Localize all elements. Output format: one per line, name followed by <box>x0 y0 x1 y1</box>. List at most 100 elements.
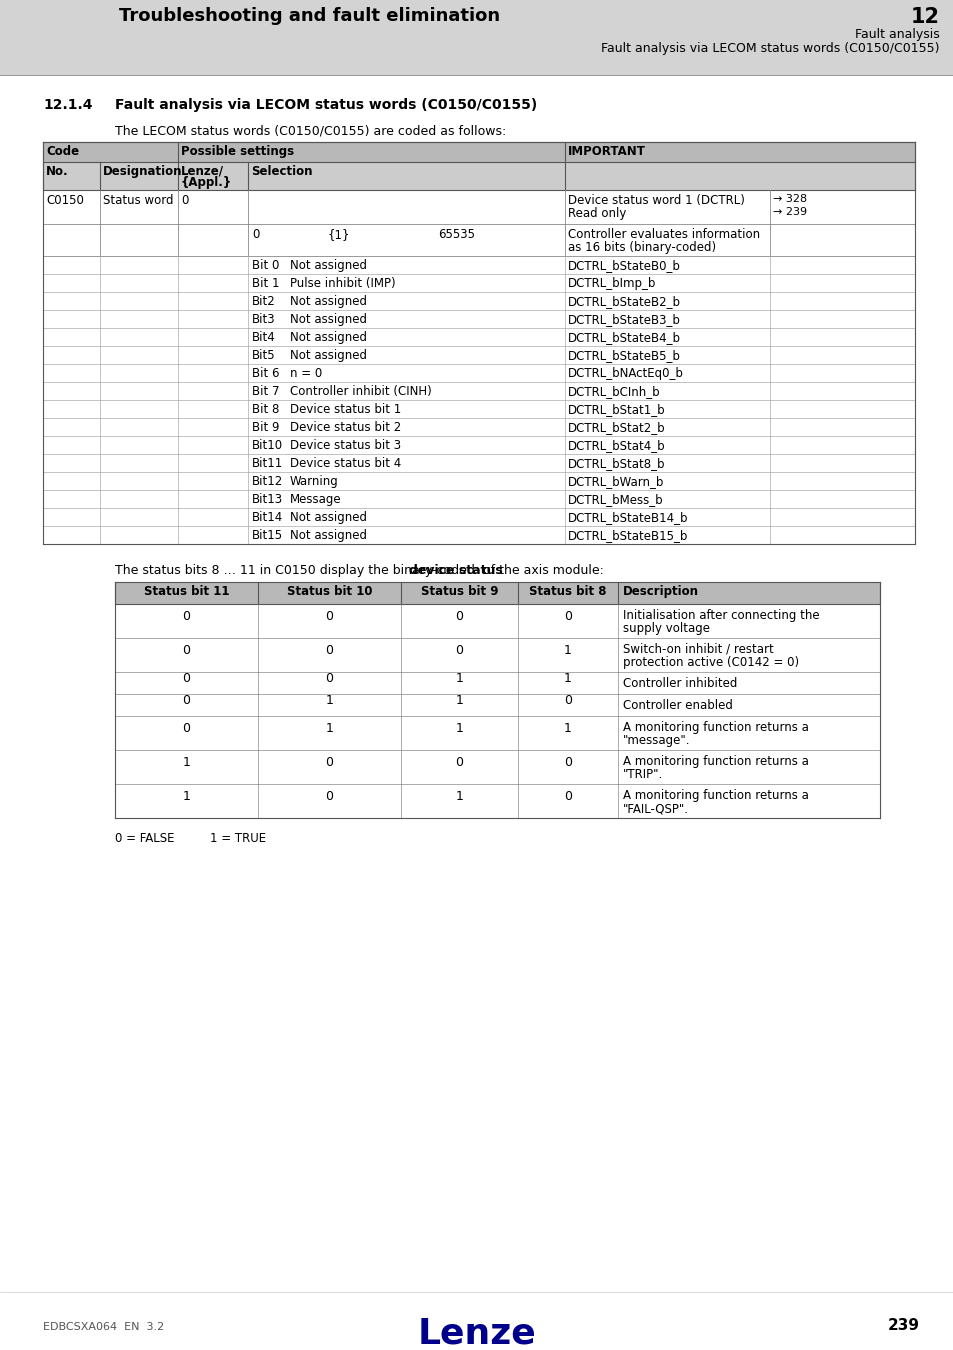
Text: "FAIL-QSP".: "FAIL-QSP". <box>622 802 688 815</box>
Text: 0: 0 <box>252 228 259 242</box>
Text: DCTRL_bStat1_b: DCTRL_bStat1_b <box>567 404 665 416</box>
Text: DCTRL_bStateB14_b: DCTRL_bStateB14_b <box>567 512 688 524</box>
Text: Initialisation after connecting the: Initialisation after connecting the <box>622 609 819 622</box>
Text: Bit11: Bit11 <box>252 458 283 470</box>
Bar <box>43 310 914 328</box>
Text: The LECOM status words (C0150/C0155) are coded as follows:: The LECOM status words (C0150/C0155) are… <box>115 126 506 138</box>
Text: Pulse inhibit (IMP): Pulse inhibit (IMP) <box>290 277 395 290</box>
Text: Lenze: Lenze <box>417 1316 536 1350</box>
Text: 0: 0 <box>455 644 463 657</box>
Text: Message: Message <box>290 493 341 506</box>
Bar <box>115 672 879 694</box>
Text: 0: 0 <box>181 194 188 207</box>
Text: Selection: Selection <box>251 165 313 178</box>
Text: DCTRL_bWarn_b: DCTRL_bWarn_b <box>567 475 663 487</box>
Text: as 16 bits (binary-coded): as 16 bits (binary-coded) <box>567 242 716 254</box>
Text: Bit2: Bit2 <box>252 296 275 308</box>
Text: Switch-on inhibit / restart: Switch-on inhibit / restart <box>622 643 773 656</box>
Text: 65535: 65535 <box>437 228 475 242</box>
Text: Lenze/: Lenze/ <box>181 165 224 178</box>
Text: 0: 0 <box>182 672 191 686</box>
Text: Status bit 10: Status bit 10 <box>287 585 372 598</box>
Text: 0: 0 <box>325 610 334 624</box>
Text: 0: 0 <box>563 791 572 803</box>
Text: 1: 1 <box>182 756 191 770</box>
Bar <box>115 603 879 639</box>
Text: Controller inhibited: Controller inhibited <box>622 676 737 690</box>
Text: Bit 8: Bit 8 <box>252 404 279 416</box>
Text: DCTRL_bStateB15_b: DCTRL_bStateB15_b <box>567 529 688 541</box>
Text: Not assigned: Not assigned <box>290 313 367 325</box>
Text: Bit5: Bit5 <box>252 350 275 362</box>
Text: Bit3: Bit3 <box>252 313 275 325</box>
Text: 0: 0 <box>325 756 334 770</box>
Text: {1}: {1} <box>328 228 350 242</box>
Text: DCTRL_bStateB5_b: DCTRL_bStateB5_b <box>567 350 680 362</box>
Text: protection active (C0142 = 0): protection active (C0142 = 0) <box>622 656 799 670</box>
Text: Read only: Read only <box>567 207 626 220</box>
Text: 1: 1 <box>325 694 334 707</box>
Text: → 328: → 328 <box>772 194 806 204</box>
Text: Controller enabled: Controller enabled <box>622 699 732 711</box>
Text: 1: 1 <box>456 672 463 686</box>
Bar <box>115 716 879 751</box>
Text: Controller evaluates information: Controller evaluates information <box>567 228 760 242</box>
Text: Status bit 8: Status bit 8 <box>529 585 606 598</box>
Text: {Appl.}: {Appl.} <box>181 176 232 189</box>
Text: Code: Code <box>46 144 79 158</box>
Bar <box>115 582 879 603</box>
Text: 0: 0 <box>563 694 572 707</box>
Text: Not assigned: Not assigned <box>290 331 367 344</box>
Text: DCTRL_bMess_b: DCTRL_bMess_b <box>567 493 663 506</box>
Text: 0: 0 <box>455 610 463 624</box>
Text: Not assigned: Not assigned <box>290 512 367 524</box>
Bar <box>43 346 914 365</box>
Text: 1: 1 <box>563 672 572 686</box>
Text: Bit13: Bit13 <box>252 493 283 506</box>
Text: Bit15: Bit15 <box>252 529 283 541</box>
Text: 239: 239 <box>887 1318 919 1332</box>
Text: 1: 1 <box>563 722 572 736</box>
Bar <box>43 400 914 418</box>
Text: 1: 1 <box>456 694 463 707</box>
Text: Not assigned: Not assigned <box>290 296 367 308</box>
Text: A monitoring function returns a: A monitoring function returns a <box>622 755 808 768</box>
Text: Description: Description <box>622 585 699 598</box>
Text: 0: 0 <box>182 644 191 657</box>
Text: 1: 1 <box>325 722 334 736</box>
Text: IMPORTANT: IMPORTANT <box>567 144 645 158</box>
Text: 0 = FALSE: 0 = FALSE <box>115 832 174 845</box>
Text: 0: 0 <box>182 610 191 624</box>
Text: Not assigned: Not assigned <box>290 259 367 271</box>
Bar <box>115 639 879 672</box>
Text: Device status bit 2: Device status bit 2 <box>290 421 401 433</box>
Text: Warning: Warning <box>290 475 338 487</box>
Text: 0: 0 <box>182 722 191 736</box>
Text: DCTRL_bImp_b: DCTRL_bImp_b <box>567 277 656 290</box>
Text: device status: device status <box>408 564 502 576</box>
Bar <box>0 0 953 76</box>
Text: 0: 0 <box>182 694 191 707</box>
Text: Device status bit 1: Device status bit 1 <box>290 404 401 416</box>
Text: Bit 9: Bit 9 <box>252 421 279 433</box>
Bar <box>43 508 914 526</box>
Text: Possible settings: Possible settings <box>181 144 294 158</box>
Bar <box>43 454 914 472</box>
Bar <box>43 418 914 436</box>
Text: 12: 12 <box>910 7 939 27</box>
Text: DCTRL_bStateB4_b: DCTRL_bStateB4_b <box>567 331 680 344</box>
Bar <box>43 190 914 224</box>
Text: Bit10: Bit10 <box>252 439 283 452</box>
Text: Not assigned: Not assigned <box>290 350 367 362</box>
Text: DCTRL_bStat8_b: DCTRL_bStat8_b <box>567 458 665 470</box>
Bar <box>115 784 879 818</box>
Bar <box>43 382 914 400</box>
Text: n = 0: n = 0 <box>290 367 322 379</box>
Text: EDBCSXA064  EN  3.2: EDBCSXA064 EN 3.2 <box>43 1322 164 1332</box>
Text: 1: 1 <box>456 722 463 736</box>
Text: DCTRL_bStateB3_b: DCTRL_bStateB3_b <box>567 313 680 325</box>
Text: Troubleshooting and fault elimination: Troubleshooting and fault elimination <box>119 7 499 26</box>
Text: "message".: "message". <box>622 734 690 747</box>
Bar <box>43 292 914 311</box>
Text: DCTRL_bStat4_b: DCTRL_bStat4_b <box>567 439 665 452</box>
